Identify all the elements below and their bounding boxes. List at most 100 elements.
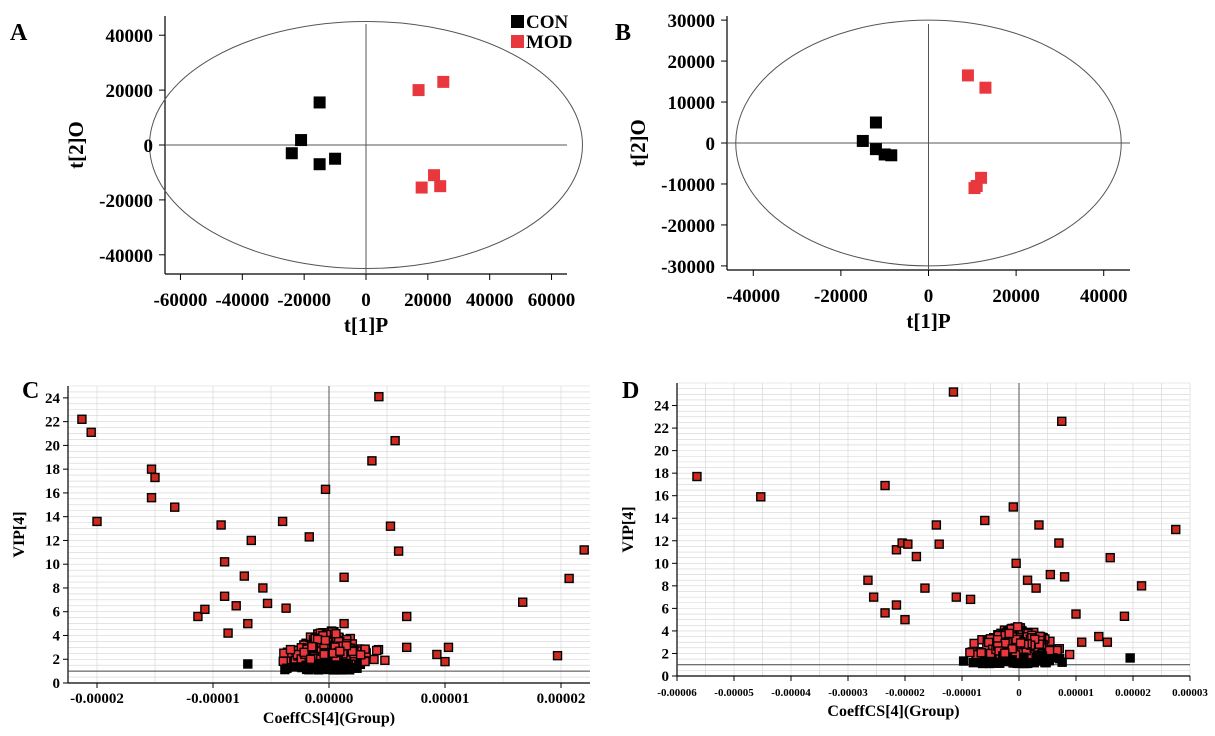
y-tick-label: 8 xyxy=(662,579,670,595)
data-point xyxy=(1171,524,1181,535)
data-point xyxy=(371,645,382,656)
y-tick-label: 2 xyxy=(53,652,61,668)
data-point xyxy=(216,520,226,530)
data-point xyxy=(1059,572,1070,582)
data-point xyxy=(1004,628,1014,639)
data-point xyxy=(239,571,250,581)
data-point xyxy=(969,638,979,649)
data-point xyxy=(86,427,96,438)
data-point xyxy=(146,464,157,474)
data-point xyxy=(170,502,180,512)
data-point xyxy=(150,472,160,483)
x-tick-label: 0 xyxy=(1016,687,1022,699)
y-tick-label: 6 xyxy=(53,605,61,621)
y-tick-label: 22 xyxy=(654,421,669,437)
data-point xyxy=(1000,648,1010,658)
data-point xyxy=(355,650,366,660)
x-tick-label: 0.00002 xyxy=(1115,687,1151,699)
panel-label: A xyxy=(10,20,28,46)
data-point xyxy=(934,539,944,549)
x-tick-label: -0.00005 xyxy=(714,687,754,699)
y-tick-label: 10000 xyxy=(668,93,716,114)
y-tick-label: 18 xyxy=(654,466,669,482)
y-tick-label: 4 xyxy=(53,628,61,644)
data-point xyxy=(380,655,390,666)
data-point xyxy=(339,618,349,629)
x-tick-label: -40000 xyxy=(726,286,780,307)
data-point xyxy=(564,573,574,584)
y-tick-label: 22 xyxy=(45,415,60,431)
x-tick-label: -60000 xyxy=(154,290,208,311)
x-tick-label: 0.00001 xyxy=(1058,687,1094,699)
legend-label-mod: MOD xyxy=(526,32,572,53)
data-point xyxy=(305,654,316,664)
y-tick-label: 0 xyxy=(53,676,61,692)
y-tick-label: 20 xyxy=(45,438,60,454)
y-tick-label: 2 xyxy=(662,646,670,662)
y-tick-label: 16 xyxy=(654,489,670,505)
data-point-mod xyxy=(412,84,425,97)
data-point xyxy=(579,545,589,555)
y-tick-label: 18 xyxy=(45,462,60,478)
y-tick-label: 10 xyxy=(45,557,60,573)
x-tick-label: 20000 xyxy=(992,286,1040,307)
y-tick-label: -40000 xyxy=(99,246,153,267)
data-point xyxy=(1057,657,1067,667)
data-point xyxy=(1007,655,1017,665)
y-tick-label: 4 xyxy=(662,624,670,640)
data-point xyxy=(891,600,902,610)
data-point xyxy=(1102,637,1113,647)
y-tick-label: 24 xyxy=(654,399,670,415)
y-tick-label: -20000 xyxy=(99,191,153,212)
x-tick-label: 0.00001 xyxy=(421,691,470,707)
data-point xyxy=(1071,609,1081,619)
data-point-mod xyxy=(975,171,988,184)
data-point-mod xyxy=(415,181,428,194)
x-tick-label: 60000 xyxy=(528,290,576,311)
data-point xyxy=(262,598,273,609)
y-tick-label: 20000 xyxy=(668,52,716,73)
x-tick-label: 0 xyxy=(924,286,934,307)
data-point xyxy=(320,635,331,646)
data-point xyxy=(1076,637,1087,647)
y-tick-label: 20 xyxy=(654,444,669,460)
data-point xyxy=(1125,653,1135,663)
x-tick-label: -0.00001 xyxy=(186,691,240,707)
panel-b: B -30000 -20000 -10000 0 10000 20000 30000 -4000… xyxy=(615,11,1130,333)
data-point xyxy=(948,387,959,397)
data-point xyxy=(369,654,379,665)
data-point xyxy=(440,656,450,667)
legend-swatch-mod xyxy=(511,35,524,48)
x-tick-label: -0.00003 xyxy=(828,687,868,699)
data-point xyxy=(390,435,400,446)
data-point xyxy=(304,532,314,542)
data-point xyxy=(756,492,766,502)
data-point-con xyxy=(295,134,308,147)
y-tick-label: 12 xyxy=(45,533,60,549)
y-tick-label: 10 xyxy=(654,556,669,572)
data-point xyxy=(319,649,329,660)
data-point xyxy=(432,649,442,660)
x-tick-label: 40000 xyxy=(466,290,514,311)
x-tick-label: -20000 xyxy=(814,286,868,307)
data-point xyxy=(1011,558,1021,569)
data-point xyxy=(374,391,384,402)
x-axis-title: t[1]P xyxy=(906,309,950,333)
data-point xyxy=(335,646,345,656)
x-tick-label: -40000 xyxy=(215,290,269,311)
data-point xyxy=(868,592,879,602)
panel-label: D xyxy=(622,378,639,404)
data-point xyxy=(339,572,349,582)
data-point-mod xyxy=(979,81,992,94)
data-point xyxy=(1034,520,1044,530)
y-tick-label: 14 xyxy=(654,511,670,527)
data-point xyxy=(1119,611,1130,621)
data-point xyxy=(911,551,922,562)
data-point xyxy=(903,539,913,549)
x-tick-label: 20000 xyxy=(404,290,452,311)
data-point xyxy=(920,583,930,593)
data-point xyxy=(299,647,309,658)
